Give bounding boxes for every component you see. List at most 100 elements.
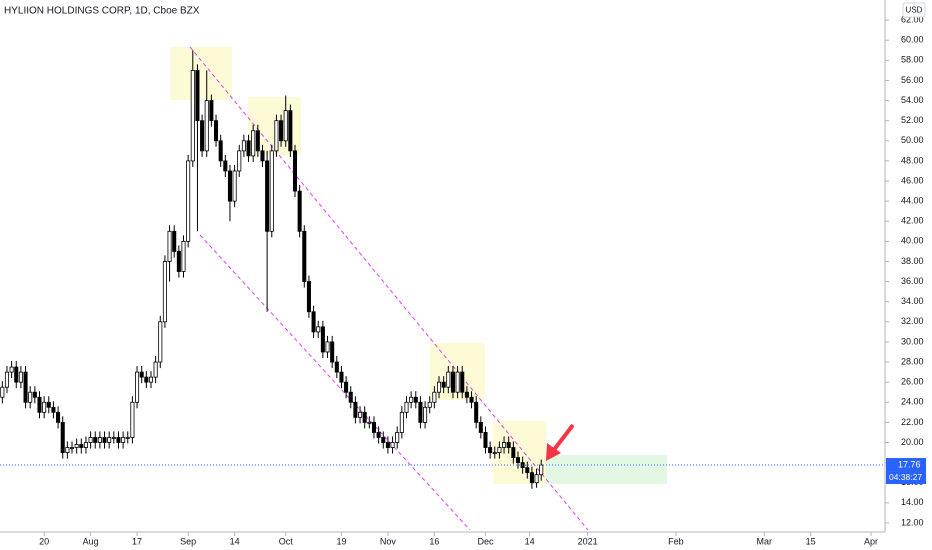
candle-body (478, 421, 483, 433)
arrow-head (546, 443, 561, 461)
candle-body (320, 326, 325, 353)
candle-body (511, 447, 516, 458)
y-tick-label: 26.00 (901, 377, 924, 387)
target-box (546, 455, 667, 484)
x-tick-label: 14 (230, 536, 240, 546)
candle-body (450, 371, 455, 393)
arrow (551, 423, 575, 453)
x-tick-label: Sep (180, 536, 196, 546)
candle-body (135, 371, 140, 403)
candle-body (311, 311, 316, 333)
candle-body (446, 371, 451, 388)
y-tick-label: 12.00 (901, 517, 924, 527)
candle-body (107, 437, 112, 443)
candle-body (79, 444, 84, 448)
candle-body (144, 376, 149, 383)
candle-body (404, 401, 409, 413)
y-tick-label: 54.00 (901, 95, 924, 105)
candle-body (455, 371, 460, 393)
candle-body (413, 396, 418, 403)
candle-body (251, 130, 256, 157)
highlight-box (493, 421, 546, 484)
candle-body (362, 411, 367, 423)
candle-body (130, 401, 135, 438)
candle-body (227, 170, 232, 202)
candle-body (218, 140, 223, 162)
y-tick-label: 34.00 (901, 296, 924, 306)
candle-body (469, 396, 474, 403)
candle-body (237, 150, 242, 172)
candle-body (121, 437, 126, 443)
x-tick-label: Apr (864, 536, 878, 546)
candle-body (358, 411, 363, 418)
candle-body (60, 421, 65, 453)
y-tick-label: 28.00 (901, 356, 924, 366)
candles (0, 50, 885, 489)
candle-body (390, 442, 395, 448)
candle-body (539, 464, 544, 476)
currency-box (902, 2, 926, 18)
candle-body (492, 452, 497, 454)
x-tick-label: 15 (806, 536, 816, 546)
x-tick-label: 20 (39, 536, 49, 546)
y-tick-label: 36.00 (901, 276, 924, 286)
y-tick-label: 38.00 (901, 256, 924, 266)
candle-body (395, 432, 400, 443)
candle-body (279, 120, 284, 142)
x-tick-label: 14 (525, 536, 535, 546)
candle-body (306, 281, 311, 313)
x-tick-label: Dec (477, 536, 494, 546)
candle-body (148, 376, 154, 383)
highlight-box (170, 47, 232, 100)
candle-body (172, 230, 177, 252)
candle-body (162, 261, 167, 323)
candle-body (292, 150, 298, 192)
chart-title: HYLIION HOLDINGS CORP, 1D, Cboe BZX (4, 6, 200, 17)
candle-body (325, 341, 330, 353)
candle-body (297, 190, 302, 232)
candle-body (246, 140, 251, 157)
candle-body (288, 110, 293, 152)
candle-body (46, 401, 51, 408)
candle-body (181, 240, 186, 272)
candle-body (32, 391, 37, 398)
countdown-label: 04:38:27 (889, 472, 922, 482)
candle-body (200, 120, 205, 152)
candle-body (483, 432, 488, 448)
y-tick-label: 30.00 (901, 336, 924, 346)
candle-body (339, 371, 344, 383)
candle-body (158, 321, 163, 363)
x-tick-label: 2021 (578, 536, 598, 546)
candle-body (409, 396, 414, 403)
y-tick-label: 56.00 (901, 75, 924, 85)
candle-body (344, 381, 349, 393)
candle-body (274, 120, 279, 152)
candle-body (525, 467, 530, 474)
y-tick-label: 60.00 (901, 35, 924, 45)
y-tick-label: 62.00 (901, 14, 924, 24)
candle-body (204, 100, 209, 152)
candle-body (515, 457, 521, 464)
candle-body (418, 401, 423, 423)
candle-body (506, 442, 511, 448)
y-tick-label: 40.00 (901, 236, 924, 246)
candle-body (497, 447, 502, 453)
candle-body (213, 120, 219, 142)
candle-body (14, 366, 19, 383)
candle-body (42, 401, 47, 413)
candle-body (534, 474, 539, 484)
channel-line (199, 234, 471, 531)
x-tick-label: Nov (380, 536, 397, 546)
candle-body (139, 371, 144, 378)
candle-body (255, 130, 260, 152)
x-tick-label: 17 (132, 536, 142, 546)
candle-body (464, 391, 469, 398)
candle-body (241, 140, 246, 152)
candle-body (37, 396, 42, 413)
countdown-badge (886, 471, 926, 485)
candle-body (474, 401, 479, 423)
candle-body (167, 230, 172, 262)
y-tick-label: 22.00 (901, 417, 924, 427)
candle-body (302, 230, 307, 282)
